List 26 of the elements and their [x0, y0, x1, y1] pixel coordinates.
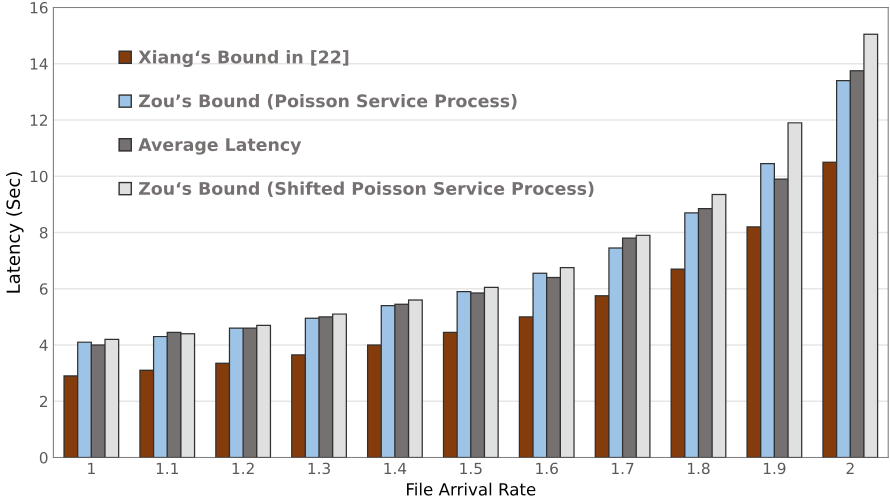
legend-label: Zou’s Bound (Poisson Service Process)	[138, 94, 517, 110]
y-tick-label: 4	[40, 340, 48, 351]
legend-label: Zou‘s Bound (Shifted Poisson Service Process)	[138, 182, 594, 198]
y-tick-label: 0	[40, 452, 48, 464]
y-tick-label: 6	[40, 283, 48, 295]
x-tick-label: 1.6	[536, 462, 558, 474]
x-tick-label: 1.7	[612, 462, 634, 474]
x-tick-label: 1	[88, 462, 95, 474]
y-tick-label: 8	[40, 226, 48, 239]
legend-label: Average Latency	[138, 138, 302, 155]
y-tick-label: 2	[40, 396, 48, 408]
x-tick-label: 1.4	[384, 462, 406, 474]
y-tick-label: 10	[30, 170, 48, 182]
x-tick-label: 1.1	[156, 462, 178, 474]
y-tick-label: 14	[30, 58, 48, 70]
x-tick-label: 1.2	[232, 462, 254, 474]
x-tick-label: 1.5	[460, 462, 482, 474]
x-tick-label: 1.9	[764, 462, 786, 474]
x-tick-label: 1.8	[688, 462, 710, 474]
x-axis-title: File Arrival Rate	[407, 482, 536, 496]
y-tick-label: 16	[30, 2, 48, 14]
y-tick-label: 12	[30, 114, 48, 126]
y-axis-title: Latency (Sec)	[6, 172, 24, 293]
x-tick-label: 1.3	[308, 462, 330, 474]
x-tick-label: 2	[846, 462, 854, 474]
legend-label: Xiang‘s Bound in [22]	[138, 50, 348, 68]
